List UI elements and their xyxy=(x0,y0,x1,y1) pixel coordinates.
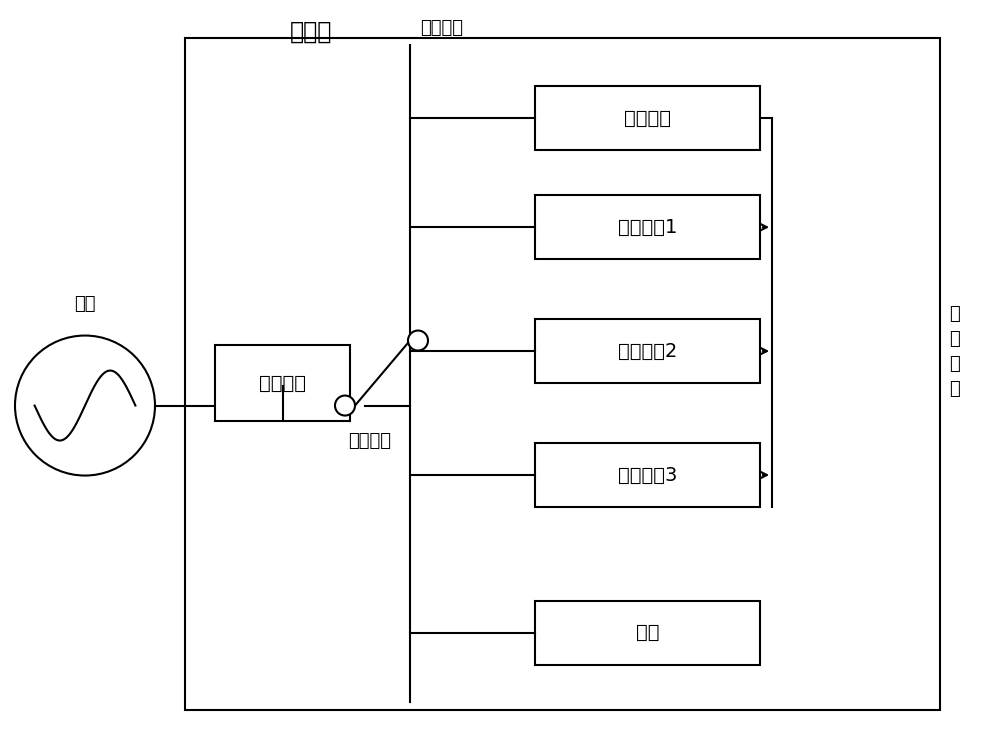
Ellipse shape xyxy=(408,330,428,351)
Bar xyxy=(215,345,350,421)
Text: 并网开关: 并网开关 xyxy=(349,432,392,450)
Text: 储能装置2: 储能装置2 xyxy=(618,342,677,360)
Text: 主控制器: 主控制器 xyxy=(624,109,671,128)
Text: 同期装置: 同期装置 xyxy=(259,373,306,393)
Text: 储能装置3: 储能装置3 xyxy=(618,466,677,484)
Bar xyxy=(535,195,760,259)
Bar xyxy=(535,86,760,150)
Bar xyxy=(535,443,760,507)
Ellipse shape xyxy=(335,396,355,415)
Bar xyxy=(185,38,940,710)
Bar xyxy=(535,601,760,665)
Text: 微电网: 微电网 xyxy=(290,20,332,44)
Text: 储能装置1: 储能装置1 xyxy=(618,218,677,237)
Text: 电网: 电网 xyxy=(74,295,96,313)
Text: 交流母线: 交流母线 xyxy=(420,19,463,37)
Bar xyxy=(535,319,760,383)
Text: 同
步
信
号: 同 步 信 号 xyxy=(950,305,960,397)
Text: 负荷: 负荷 xyxy=(636,623,659,642)
Ellipse shape xyxy=(15,336,155,475)
